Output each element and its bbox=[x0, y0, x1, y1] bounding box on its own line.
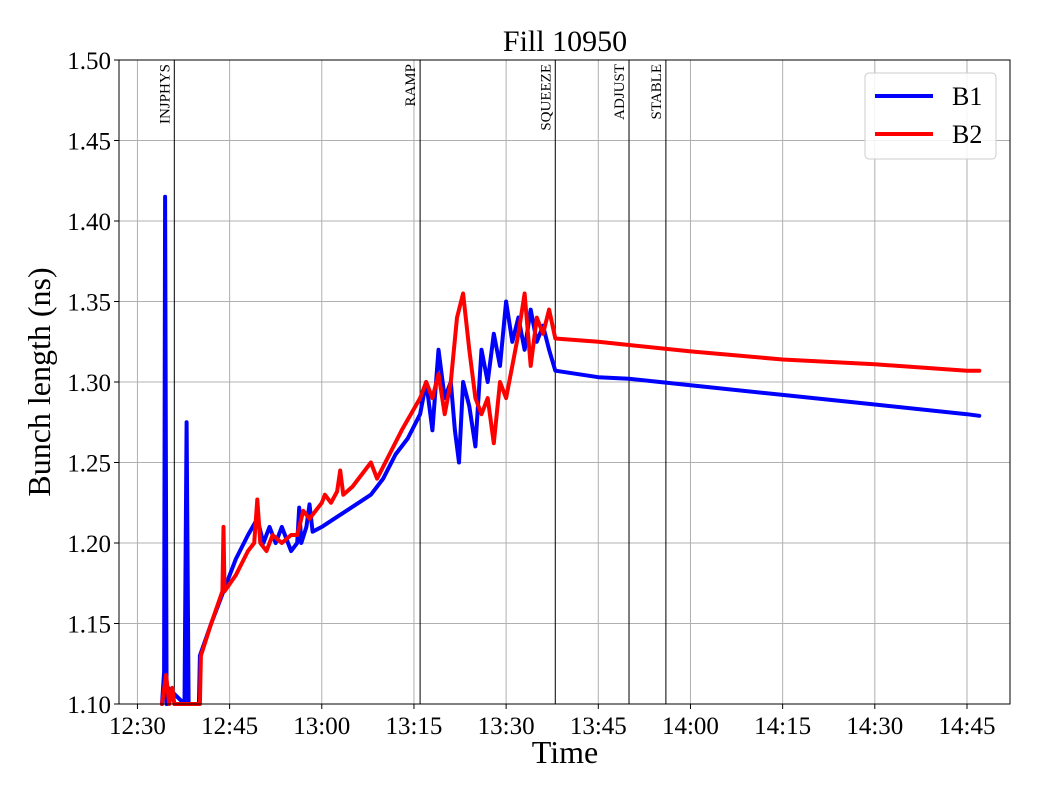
x-axis-title: Time bbox=[532, 734, 598, 770]
legend-label-b1: B1 bbox=[952, 82, 982, 111]
x-tick-label: 13:30 bbox=[478, 713, 535, 740]
y-tick-label: 1.45 bbox=[67, 129, 111, 156]
legend-label-b2: B2 bbox=[952, 120, 982, 149]
x-tick-label: 13:45 bbox=[570, 713, 627, 740]
chart-title: Fill 10950 bbox=[503, 25, 627, 58]
phase-label-adjust: ADJUST bbox=[612, 64, 628, 120]
phase-label-injphys: INJPHYS bbox=[157, 64, 173, 124]
x-tick-label: 12:45 bbox=[201, 713, 258, 740]
phase-label-stable: STABLE bbox=[649, 64, 665, 119]
y-tick-label: 1.50 bbox=[67, 48, 111, 75]
series-line-b2 bbox=[160, 291, 982, 706]
y-ticks: 1.10 1.15 1.20 1.25 1.30 1.35 1.40 1.45 1.50 bbox=[67, 48, 119, 719]
y-tick-label: 1.20 bbox=[67, 531, 111, 558]
y-tick-label: 1.10 bbox=[67, 692, 111, 719]
x-tick-label: 14:45 bbox=[939, 713, 996, 740]
y-tick-label: 1.15 bbox=[67, 612, 111, 639]
series-line-b1 bbox=[160, 194, 982, 706]
phase-label-squeeze: SQUEEZE bbox=[538, 64, 554, 131]
series-lines bbox=[160, 194, 982, 706]
y-tick-label: 1.35 bbox=[67, 290, 111, 317]
x-tick-label: 13:00 bbox=[293, 713, 350, 740]
y-tick-label: 1.30 bbox=[67, 370, 111, 397]
x-ticks: 12:30 12:45 13:00 13:15 13:30 13:45 14:00 14:15… bbox=[109, 704, 996, 740]
x-tick-label: 14:30 bbox=[846, 713, 903, 740]
y-tick-label: 1.25 bbox=[67, 451, 111, 478]
x-tick-label: 12:30 bbox=[109, 713, 166, 740]
x-tick-label: 14:15 bbox=[754, 713, 811, 740]
phase-label-ramp: RAMP bbox=[403, 64, 419, 107]
x-tick-label: 13:15 bbox=[385, 713, 442, 740]
y-axis-title: Bunch length (ns) bbox=[21, 267, 57, 496]
y-tick-label: 1.40 bbox=[67, 209, 111, 236]
x-tick-label: 14:00 bbox=[662, 713, 719, 740]
